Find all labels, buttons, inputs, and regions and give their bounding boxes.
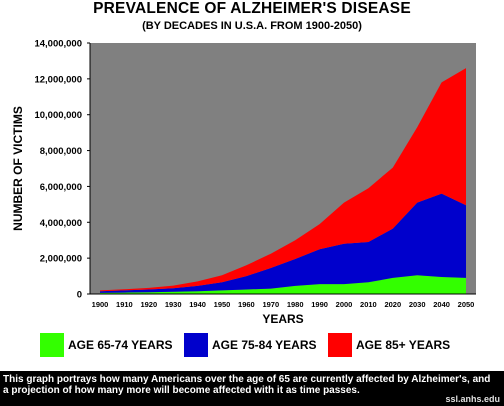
x-tick-label: 2010 [360,300,377,309]
x-tick-label: 1970 [262,300,279,309]
area-age-65-74-years [100,275,466,294]
legend-item-age-65-74: AGE 65-74 YEARS [40,332,173,358]
x-tick-label: 1980 [287,300,304,309]
x-tick-label: 1960 [238,300,255,309]
caption-bar: This graph portrays how many Americans o… [0,371,504,406]
x-tick-label: 1990 [311,300,328,309]
y-tick-label: 6,000,000 [40,182,82,193]
y-tick-label: 10,000,000 [34,110,82,121]
x-tick-label: 2020 [384,300,401,309]
x-axis-title: YEARS [262,312,303,326]
caption-text: This graph portrays how many Americans o… [3,374,491,396]
legend-label-age-75-84: AGE 75-84 YEARS [212,338,317,352]
legend-swatch-age-75-84 [184,333,208,357]
area-age-85-plus-years [100,68,466,292]
y-tick-label: 0 [77,290,82,301]
x-tick-label: 2030 [409,300,426,309]
x-tick-label: 2000 [336,300,353,309]
legend-label-age-85-plus: AGE 85+ YEARS [356,338,451,352]
x-tick-label: 1940 [189,300,206,309]
y-axis-title: NUMBER OF VICTIMS [11,106,25,231]
chart-subtitle: (BY DECADES IN U.S.A. FROM 1900-2050) [142,20,362,32]
y-tick-label: 14,000,000 [34,39,82,50]
x-tick-label: 1900 [92,300,109,309]
x-tick-label: 1950 [214,300,231,309]
legend-swatch-age-65-74 [40,333,64,357]
legend-item-age-85-plus: AGE 85+ YEARS [328,332,450,358]
area-age-75-84-years [100,193,466,293]
stacked-area-chart: 0 2,000,000 4,000,000 6,000,000 8,000,000 10,… [11,39,476,326]
x-tick-label: 1910 [116,300,133,309]
watermark-text: ssl.anhs.edu [445,394,500,404]
x-tick-label: 2040 [433,300,450,309]
x-tick-label: 1930 [165,300,182,309]
legend-item-age-75-84: AGE 75-84 YEARS [184,332,317,358]
y-tick-label: 12,000,000 [34,74,82,85]
legend-swatch-age-85-plus [328,333,352,357]
legend-label-age-65-74: AGE 65-74 YEARS [68,338,173,352]
y-tick-label: 8,000,000 [40,146,82,157]
x-tick-label: 2050 [458,300,475,309]
x-tick-label: 1920 [140,300,157,309]
y-tick-label: 4,000,000 [40,218,82,229]
chart-legend: AGE 65-74 YEARS AGE 75-84 YEARS AGE 85+ … [0,332,504,358]
y-tick-label: 2,000,000 [40,254,82,265]
chart-title: PREVALENCE OF ALZHEIMER'S DISEASE [93,0,411,17]
